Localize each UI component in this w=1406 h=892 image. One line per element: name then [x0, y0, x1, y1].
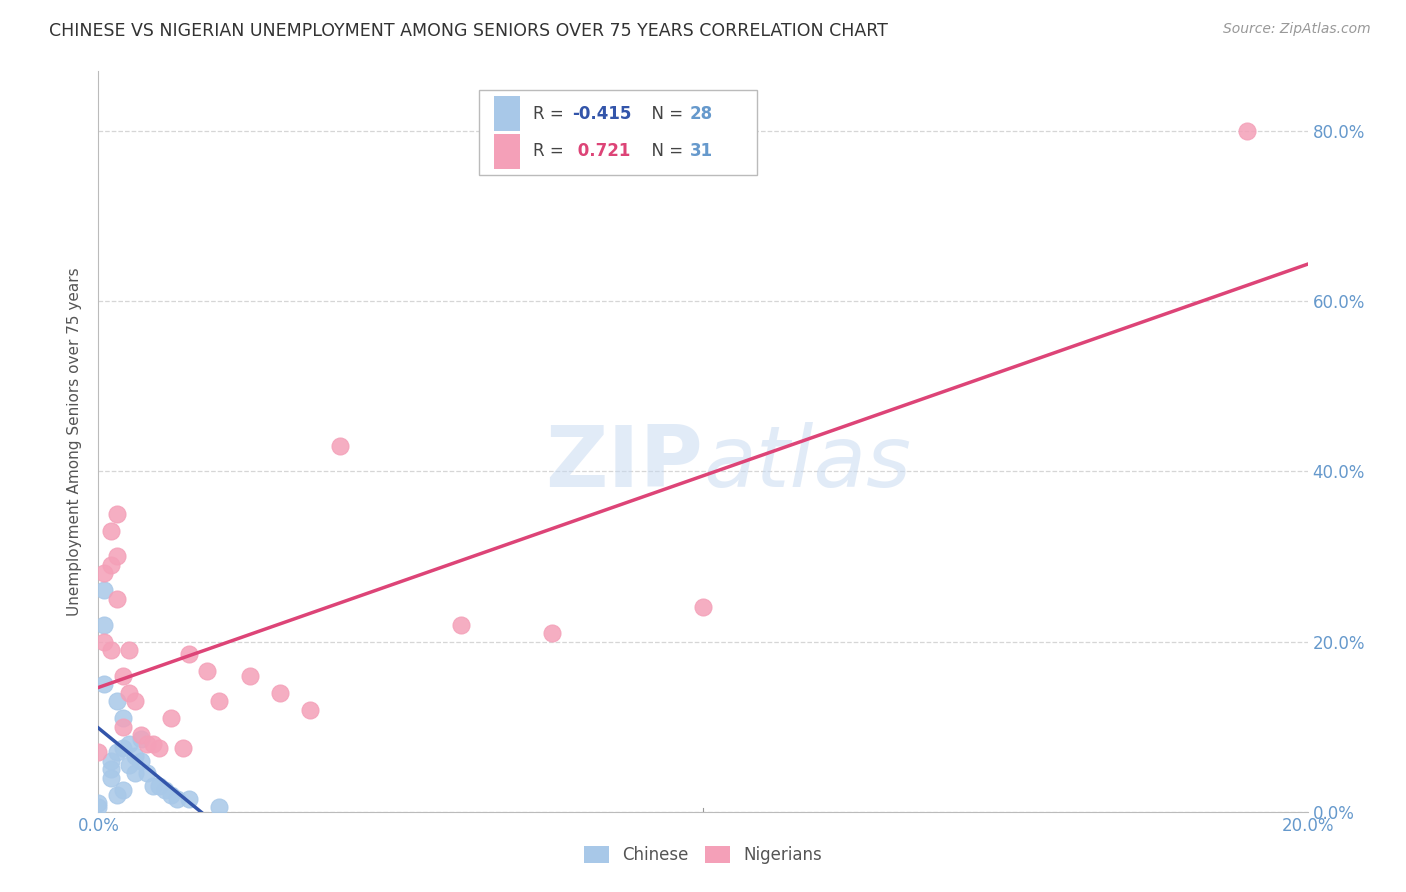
Point: [129, 754, 152, 768]
Point: [100, 643, 122, 657]
Legend: Chinese, Nigerians: Chinese, Nigerians: [576, 839, 830, 871]
FancyBboxPatch shape: [479, 90, 758, 175]
Point: [208, 800, 231, 814]
Point: [166, 792, 188, 806]
Point: [93, 634, 115, 648]
Point: [129, 728, 152, 742]
Y-axis label: Unemployment Among Seniors over 75 years: Unemployment Among Seniors over 75 years: [67, 268, 83, 615]
Point: [111, 711, 134, 725]
Text: 28: 28: [690, 104, 713, 122]
Point: [118, 737, 141, 751]
Text: N =: N =: [641, 143, 689, 161]
Point: [111, 783, 134, 797]
Point: [111, 668, 134, 682]
Point: [135, 766, 157, 780]
FancyBboxPatch shape: [494, 95, 520, 131]
Point: [100, 524, 122, 538]
Point: [142, 737, 165, 751]
Point: [87, 796, 110, 810]
Point: [269, 685, 291, 699]
Point: [105, 745, 128, 759]
Text: CHINESE VS NIGERIAN UNEMPLOYMENT AMONG SENIORS OVER 75 YEARS CORRELATION CHART: CHINESE VS NIGERIAN UNEMPLOYMENT AMONG S…: [49, 22, 889, 40]
Point: [111, 720, 134, 734]
Text: Source: ZipAtlas.com: Source: ZipAtlas.com: [1223, 22, 1371, 37]
Text: 31: 31: [690, 143, 713, 161]
Point: [239, 668, 262, 682]
Point: [105, 507, 128, 521]
Point: [118, 643, 141, 657]
Text: ZIP: ZIP: [546, 422, 703, 505]
Point: [105, 549, 128, 564]
Point: [1236, 124, 1258, 138]
Point: [195, 665, 218, 679]
Point: [100, 762, 122, 776]
Point: [93, 617, 115, 632]
Point: [105, 591, 128, 606]
Point: [129, 732, 152, 747]
Text: R =: R =: [533, 143, 574, 161]
Text: R =: R =: [533, 104, 568, 122]
Point: [160, 788, 183, 802]
Point: [540, 626, 562, 640]
Point: [93, 566, 115, 581]
Point: [148, 779, 170, 793]
Point: [111, 740, 134, 755]
Point: [93, 583, 115, 598]
Text: 0.721: 0.721: [572, 143, 631, 161]
Point: [692, 600, 714, 615]
Point: [124, 749, 146, 764]
Point: [160, 711, 183, 725]
Point: [172, 740, 194, 755]
Point: [153, 783, 176, 797]
Point: [87, 745, 110, 759]
Text: N =: N =: [641, 104, 689, 122]
Point: [100, 771, 122, 785]
Point: [450, 617, 472, 632]
Point: [135, 737, 157, 751]
Point: [299, 703, 322, 717]
Point: [100, 558, 122, 572]
Point: [179, 792, 201, 806]
Point: [87, 800, 110, 814]
Point: [100, 754, 122, 768]
Point: [142, 779, 165, 793]
Text: -0.415: -0.415: [572, 104, 631, 122]
FancyBboxPatch shape: [494, 134, 520, 169]
Point: [124, 694, 146, 708]
Point: [118, 685, 141, 699]
Point: [208, 694, 231, 708]
Point: [93, 677, 115, 691]
Text: atlas: atlas: [703, 422, 911, 505]
Point: [124, 766, 146, 780]
Point: [329, 439, 352, 453]
Point: [148, 740, 170, 755]
Point: [105, 788, 128, 802]
Point: [105, 694, 128, 708]
Point: [179, 648, 201, 662]
Point: [118, 758, 141, 772]
